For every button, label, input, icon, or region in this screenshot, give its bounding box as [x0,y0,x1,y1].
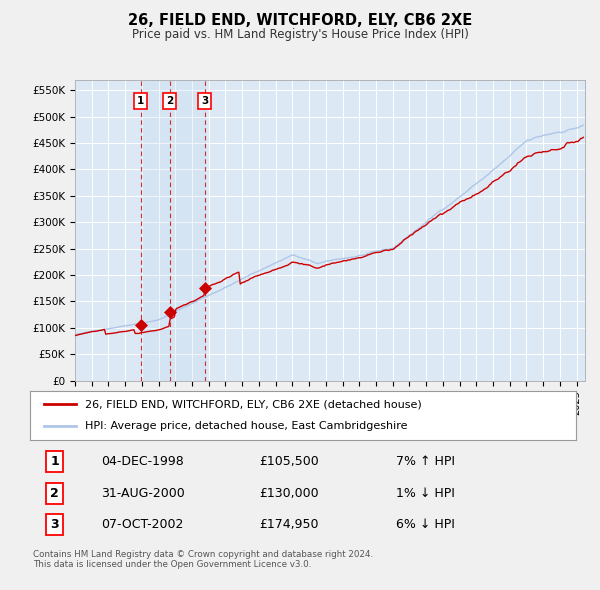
Text: 6% ↓ HPI: 6% ↓ HPI [396,519,455,532]
Text: HPI: Average price, detached house, East Cambridgeshire: HPI: Average price, detached house, East… [85,421,407,431]
Text: Contains HM Land Registry data © Crown copyright and database right 2024.
This d: Contains HM Land Registry data © Crown c… [33,550,373,569]
Text: £174,950: £174,950 [259,519,319,532]
Text: £130,000: £130,000 [259,487,319,500]
Text: Price paid vs. HM Land Registry's House Price Index (HPI): Price paid vs. HM Land Registry's House … [131,28,469,41]
Bar [140,80,205,381]
Text: 2: 2 [166,96,173,106]
Text: 31-AUG-2000: 31-AUG-2000 [101,487,185,500]
Text: 04-DEC-1998: 04-DEC-1998 [101,455,184,468]
Text: 3: 3 [50,519,59,532]
Text: 07-OCT-2002: 07-OCT-2002 [101,519,184,532]
Text: 1: 1 [50,455,59,468]
Text: 1% ↓ HPI: 1% ↓ HPI [396,487,455,500]
Text: 1: 1 [137,96,144,106]
Text: 26, FIELD END, WITCHFORD, ELY, CB6 2XE (detached house): 26, FIELD END, WITCHFORD, ELY, CB6 2XE (… [85,399,421,409]
Text: 7% ↑ HPI: 7% ↑ HPI [396,455,455,468]
Text: 26, FIELD END, WITCHFORD, ELY, CB6 2XE: 26, FIELD END, WITCHFORD, ELY, CB6 2XE [128,13,472,28]
Text: £105,500: £105,500 [259,455,319,468]
Text: 3: 3 [201,96,209,106]
Text: 2: 2 [50,487,59,500]
